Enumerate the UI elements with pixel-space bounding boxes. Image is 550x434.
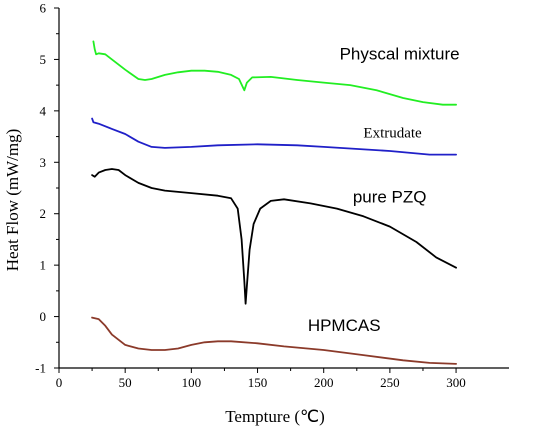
y-tick-label: -1 xyxy=(35,361,46,376)
x-tick-label: 50 xyxy=(119,375,132,390)
series-label-1: Extrudate xyxy=(363,126,422,142)
series-label-3: HPMCAS xyxy=(308,316,381,335)
y-tick-label: 3 xyxy=(40,155,47,170)
x-tick-label: 250 xyxy=(380,375,400,390)
y-tick-label: 6 xyxy=(40,1,47,16)
y-tick-label: 5 xyxy=(40,52,47,67)
series-labels: Physcal mixture Extrudate pure PZQ HPMCAS xyxy=(308,44,460,335)
series-line-0 xyxy=(92,40,457,106)
series-line-3 xyxy=(91,316,457,365)
series-line-1 xyxy=(91,117,457,156)
x-tick-label: 200 xyxy=(314,375,334,390)
y-tick-label: 1 xyxy=(40,258,47,273)
x-tick-label: 100 xyxy=(182,375,202,390)
y-axis-title: Heat Flow (mW/mg) xyxy=(3,129,22,272)
series-line-2 xyxy=(91,168,457,305)
series-label-0: Physcal mixture xyxy=(340,44,460,63)
x-tick-label: 0 xyxy=(56,375,63,390)
x-axis-title: Tempture (℃) xyxy=(225,407,325,426)
ticks: 0 50 100 150 200 250 300 -1 0 1 2 3 4 5 6 xyxy=(35,1,466,391)
x-tick-label: 150 xyxy=(248,375,268,390)
y-tick-label: 0 xyxy=(40,309,47,324)
y-tick-label: 4 xyxy=(40,103,47,118)
y-tick-label: 2 xyxy=(40,206,47,221)
series-group xyxy=(91,40,457,365)
x-tick-label: 300 xyxy=(446,375,466,390)
series-label-2: pure PZQ xyxy=(353,187,427,206)
